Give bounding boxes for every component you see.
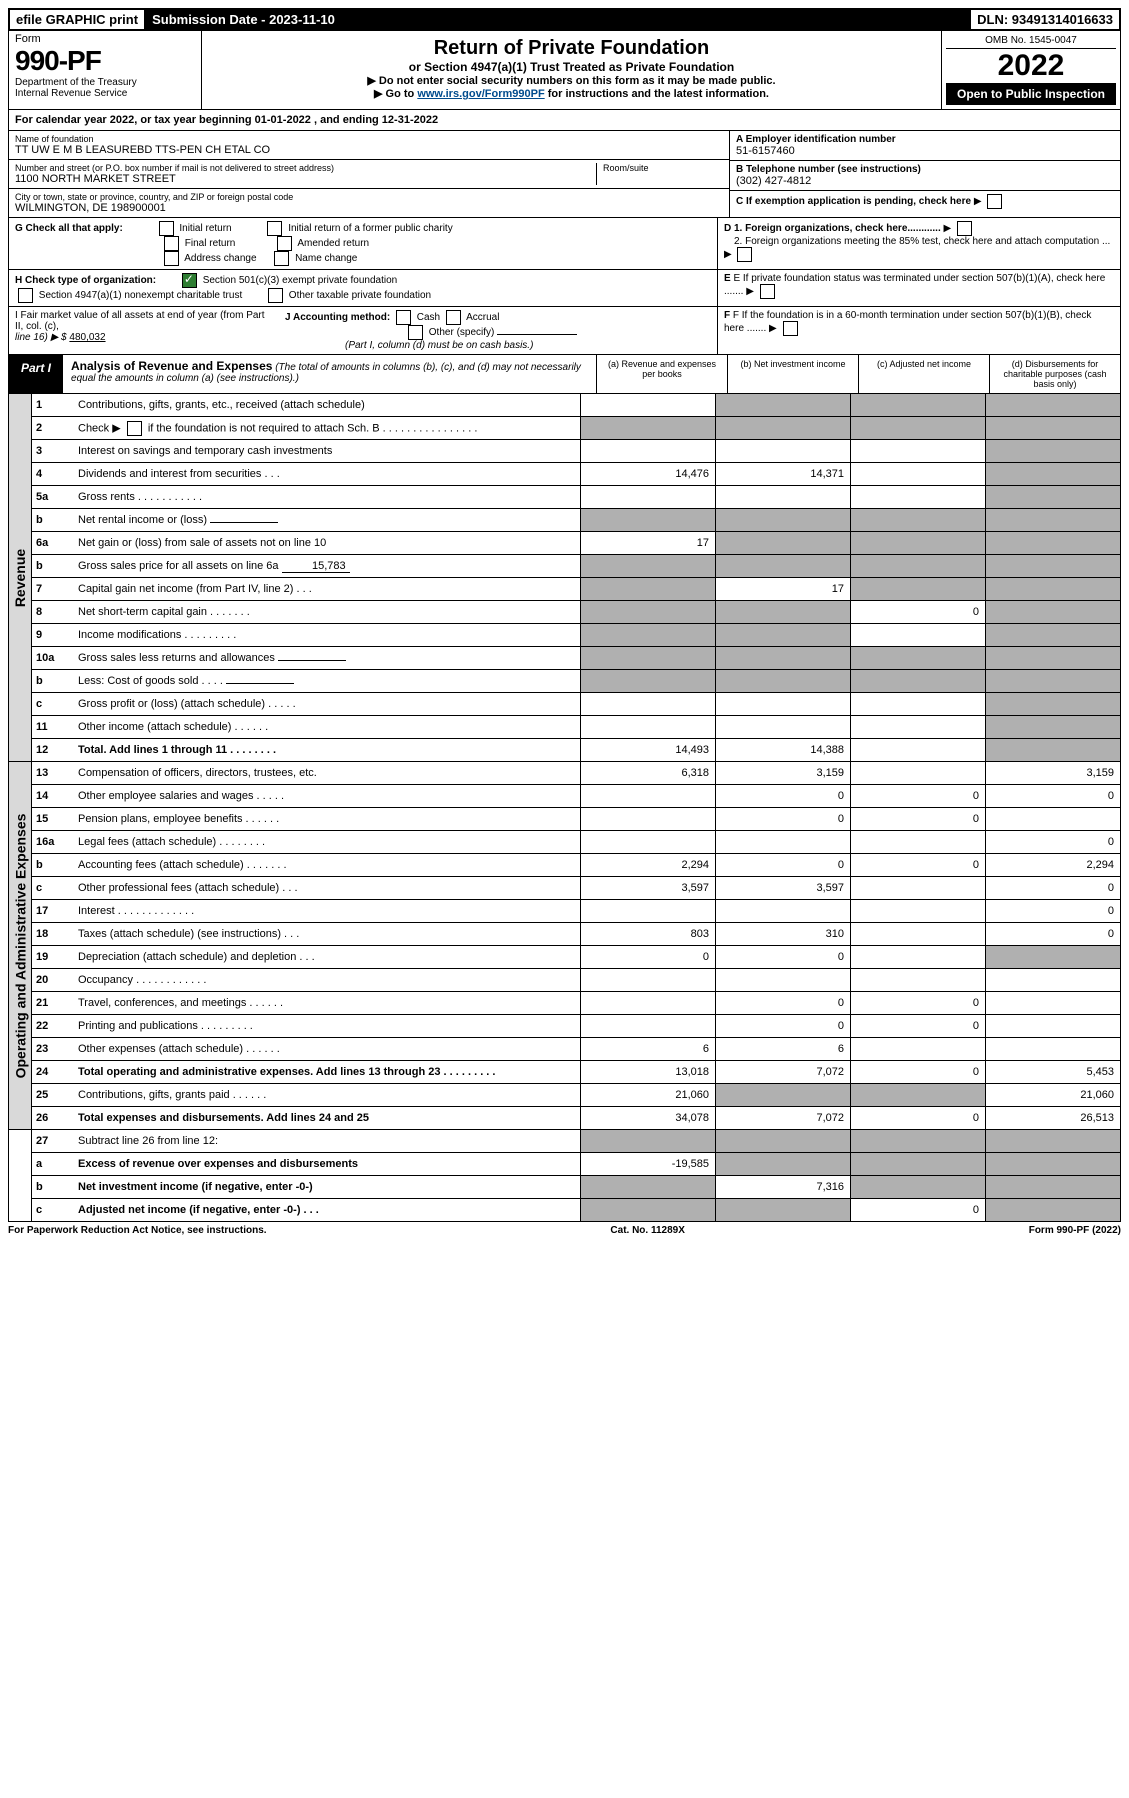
checkbox-d1[interactable] <box>957 221 972 236</box>
checkbox-other-taxable[interactable] <box>268 288 283 303</box>
section-f: F F If the foundation is in a 60-month t… <box>717 307 1120 354</box>
revenue-side-label: Revenue <box>9 394 32 761</box>
part1-label: Part I <box>9 355 63 393</box>
dln-label: DLN: 93491314016633 <box>969 10 1119 29</box>
fmv-value: 480,032 <box>69 332 105 343</box>
line7-b: 17 <box>715 578 850 600</box>
checkbox-schb[interactable] <box>127 421 142 436</box>
footer-right: Form 990-PF (2022) <box>1029 1225 1121 1236</box>
col-b-head: (b) Net investment income <box>727 355 858 393</box>
checkbox-initial-former[interactable] <box>267 221 282 236</box>
dept-irs: Internal Revenue Service <box>15 88 195 99</box>
address-cell: Number and street (or P.O. box number if… <box>9 160 729 189</box>
entity-info: Name of foundation TT UW E M B LEASUREBD… <box>8 131 1121 218</box>
room-label: Room/suite <box>603 163 723 173</box>
address: 1100 NORTH MARKET STREET <box>15 173 596 185</box>
line12-b: 14,388 <box>715 739 850 761</box>
checkbox-d2[interactable] <box>737 247 752 262</box>
checkbox-name[interactable] <box>274 251 289 266</box>
exemption-pending-cell: C If exemption application is pending, c… <box>730 191 1120 212</box>
checkbox-final[interactable] <box>164 236 179 251</box>
checkbox-accrual[interactable] <box>446 310 461 325</box>
line27-table: 27Subtract line 26 from line 12: aExcess… <box>8 1130 1121 1222</box>
dept-treasury: Department of the Treasury <box>15 77 195 88</box>
line4-a: 14,476 <box>580 463 715 485</box>
section-i: I Fair market value of all assets at end… <box>15 310 275 351</box>
col-d-head: (d) Disbursements for charitable purpose… <box>989 355 1120 393</box>
checkbox-c[interactable] <box>987 194 1002 209</box>
checkbox-4947[interactable] <box>18 288 33 303</box>
form-subtitle: or Section 4947(a)(1) Trust Treated as P… <box>208 60 935 74</box>
section-e: E E If private foundation status was ter… <box>717 270 1120 306</box>
city-state-zip: WILMINGTON, DE 198900001 <box>15 202 723 214</box>
section-g: G Check all that apply: Initial return I… <box>8 218 1121 270</box>
form-title: Return of Private Foundation <box>208 37 935 60</box>
line6b-inline: 15,783 <box>282 560 350 573</box>
checkbox-other[interactable] <box>408 325 423 340</box>
foundation-name: TT UW E M B LEASUREBD TTS-PEN CH ETAL CO <box>15 144 723 156</box>
omb-number: OMB No. 1545-0047 <box>946 35 1116 49</box>
line6a-a: 17 <box>580 532 715 554</box>
form-number: 990-PF <box>15 45 195 77</box>
name-cell: Name of foundation TT UW E M B LEASUREBD… <box>9 131 729 160</box>
phone-cell: B Telephone number (see instructions) (3… <box>730 161 1120 191</box>
part1-desc: Analysis of Revenue and Expenses (The to… <box>63 355 596 393</box>
form-header: Form 990-PF Department of the Treasury I… <box>8 31 1121 110</box>
form-label: Form <box>15 33 195 45</box>
header-mid: Return of Private Foundation or Section … <box>202 31 941 109</box>
line12-a: 14,493 <box>580 739 715 761</box>
section-d: D 1. Foreign organizations, check here..… <box>717 218 1120 269</box>
line4-b: 14,371 <box>715 463 850 485</box>
checkbox-e[interactable] <box>760 284 775 299</box>
ein-value: 51-6157460 <box>736 145 1114 157</box>
submission-date: Submission Date - 2023-11-10 <box>146 10 969 29</box>
tax-year: 2022 <box>946 49 1116 83</box>
phone-value: (302) 427-4812 <box>736 175 1114 187</box>
note-link: ▶ Go to www.irs.gov/Form990PF for instru… <box>208 87 935 100</box>
header-left: Form 990-PF Department of the Treasury I… <box>9 31 202 109</box>
ein-cell: A Employer identification number 51-6157… <box>730 131 1120 161</box>
footer-left: For Paperwork Reduction Act Notice, see … <box>8 1225 267 1236</box>
checkbox-address[interactable] <box>164 251 179 266</box>
footer: For Paperwork Reduction Act Notice, see … <box>8 1222 1121 1239</box>
checkbox-cash[interactable] <box>396 310 411 325</box>
irs-link[interactable]: www.irs.gov/Form990PF <box>417 88 544 100</box>
checkbox-f[interactable] <box>783 321 798 336</box>
section-ijf: I Fair market value of all assets at end… <box>8 307 1121 355</box>
footer-mid: Cat. No. 11289X <box>610 1225 684 1236</box>
col-a-head: (a) Revenue and expenses per books <box>596 355 727 393</box>
line8-c: 0 <box>850 601 985 623</box>
col-c-head: (c) Adjusted net income <box>858 355 989 393</box>
header-right: OMB No. 1545-0047 2022 Open to Public In… <box>941 31 1120 109</box>
top-bar: efile GRAPHIC print Submission Date - 20… <box>8 8 1121 31</box>
checkbox-501c3[interactable] <box>182 273 197 288</box>
expenses-side-label: Operating and Administrative Expenses <box>9 762 32 1129</box>
section-j: J Accounting method: Cash Accrual Other … <box>275 310 711 351</box>
part1-header: Part I Analysis of Revenue and Expenses … <box>8 355 1121 394</box>
checkbox-initial[interactable] <box>159 221 174 236</box>
city-cell: City or town, state or province, country… <box>9 189 729 217</box>
efile-label: efile GRAPHIC print <box>10 10 146 29</box>
checkbox-amended[interactable] <box>277 236 292 251</box>
note-ssn: ▶ Do not enter social security numbers o… <box>208 74 935 87</box>
calendar-year-row: For calendar year 2022, or tax year begi… <box>8 110 1121 131</box>
revenue-table: Revenue 1Contributions, gifts, grants, e… <box>8 394 1121 762</box>
section-h: H Check type of organization: Section 50… <box>8 270 1121 307</box>
open-public-badge: Open to Public Inspection <box>946 83 1116 105</box>
expenses-table: Operating and Administrative Expenses 13… <box>8 762 1121 1130</box>
